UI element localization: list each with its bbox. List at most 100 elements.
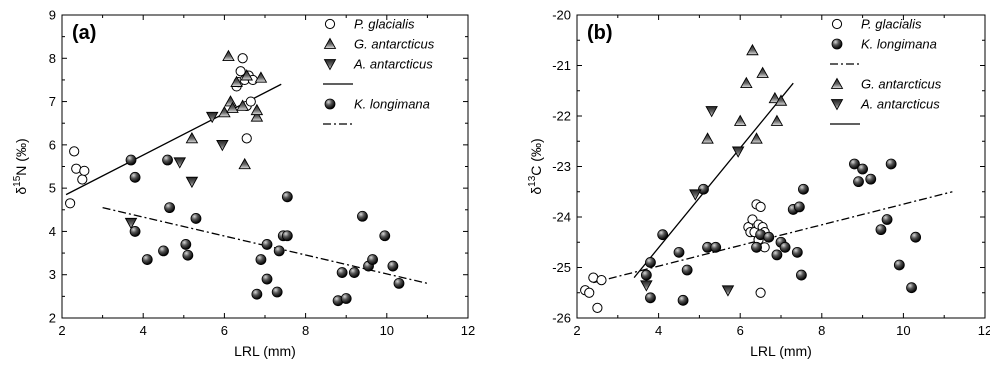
data-point: [771, 249, 783, 261]
legend-label: A. antarcticus: [860, 97, 940, 112]
y-tick-label: -26: [552, 311, 571, 326]
data-point: [387, 260, 399, 272]
data-point: [250, 110, 264, 122]
data-point: [240, 69, 253, 81]
data-point: [791, 246, 803, 258]
data-point: [584, 287, 595, 298]
data-point: [222, 49, 235, 61]
series-p-glacialis: [65, 53, 258, 209]
data-point: [698, 183, 709, 195]
y-tick-label: 4: [49, 224, 56, 239]
legend: P. glacialis G. antarcticus A. antarcticus…: [323, 17, 435, 125]
y-tick-label: -22: [552, 109, 571, 124]
data-point: [763, 231, 775, 243]
data-point: [255, 254, 267, 265]
data-point: [237, 53, 248, 64]
data-point: [336, 267, 348, 278]
legend-label: K. longimana: [354, 97, 430, 112]
x-tick-label: 6: [221, 323, 228, 338]
series-p-glacialis: [580, 199, 770, 313]
data-point: [731, 146, 745, 158]
data-point: [271, 286, 283, 298]
legend-label: P. glacialis: [861, 17, 922, 32]
y-tick-label: -20: [552, 8, 571, 23]
data-point: [379, 230, 391, 242]
data-point: [230, 75, 243, 87]
panel-tag: (a): [72, 22, 96, 44]
data-point: [224, 95, 237, 107]
series-a-antarcticus: [124, 111, 229, 230]
data-point: [592, 302, 603, 313]
data-point: [393, 277, 405, 289]
series-k-longimana: [640, 158, 922, 306]
legend-marker: [831, 38, 843, 50]
data-point: [774, 94, 788, 106]
data-point: [236, 99, 249, 111]
y-axis-label: δ15N (‰): [12, 138, 29, 194]
data-point: [681, 264, 693, 276]
data-point: [124, 217, 138, 230]
data-point: [281, 230, 293, 242]
data-point: [596, 275, 607, 286]
data-point: [348, 267, 360, 278]
data-point: [281, 191, 293, 203]
data-point: [129, 171, 141, 183]
x-tick-label: 12: [461, 323, 475, 338]
data-point: [710, 241, 722, 253]
data-point: [226, 101, 239, 113]
data-point: [857, 163, 868, 175]
panel-a: 2 4 6 8 10 12 2 3 4 5 6 7 8 9 LRL (mm) δ15N (‰) (a) P. gl…: [12, 8, 475, 360]
x-tick-label: 10: [896, 323, 910, 338]
y-tick-label: 2: [49, 311, 56, 326]
y-tick-label: 3: [49, 267, 56, 282]
data-point: [645, 292, 656, 304]
legend-label: G. antarcticus: [861, 77, 942, 92]
y-tick-label: 9: [49, 8, 56, 23]
data-point: [162, 154, 173, 166]
data-point: [770, 114, 784, 126]
data-point: [261, 273, 273, 285]
data-point: [885, 158, 897, 170]
data-point: [657, 229, 669, 241]
data-point: [701, 132, 714, 144]
y-tick-label: 5: [49, 181, 56, 196]
legend: P. glacialis K. longimana G. antarcticus A.…: [830, 17, 942, 125]
data-point: [250, 103, 264, 116]
data-point: [798, 183, 809, 195]
data-point: [254, 71, 268, 83]
data-point: [689, 189, 702, 201]
data-point: [865, 173, 877, 185]
x-tick-label: 8: [302, 323, 309, 338]
y-tick-label: -23: [552, 159, 571, 174]
data-point: [779, 241, 791, 253]
data-point: [185, 131, 199, 144]
data-point: [79, 165, 90, 176]
data-point: [849, 158, 860, 170]
legend-marker: [323, 59, 337, 71]
legend-marker: [324, 98, 336, 110]
x-tick-label: 10: [380, 323, 394, 338]
data-point: [705, 106, 718, 118]
y-tick-label: 7: [49, 94, 56, 109]
y-tick-label: 6: [49, 137, 56, 152]
data-point: [756, 66, 769, 78]
data-point: [141, 254, 153, 265]
data-point: [910, 231, 922, 243]
legend-label: A. antarcticus: [353, 57, 433, 72]
data-point: [640, 280, 653, 292]
y-tick-label: -21: [552, 58, 571, 73]
x-tick-label: 4: [140, 323, 147, 338]
legend-marker: [830, 99, 844, 111]
panel-tag: (b): [587, 22, 613, 44]
data-point: [235, 66, 246, 77]
x-axis-label: LRL (mm): [750, 343, 812, 359]
legend-label: K. longimana: [861, 37, 937, 52]
data-point: [251, 288, 263, 300]
x-tick-label: 2: [58, 323, 65, 338]
data-point: [216, 140, 229, 152]
data-point: [173, 157, 187, 169]
data-point: [182, 249, 194, 261]
series-k-longimana: [125, 154, 405, 307]
data-point: [357, 210, 368, 222]
